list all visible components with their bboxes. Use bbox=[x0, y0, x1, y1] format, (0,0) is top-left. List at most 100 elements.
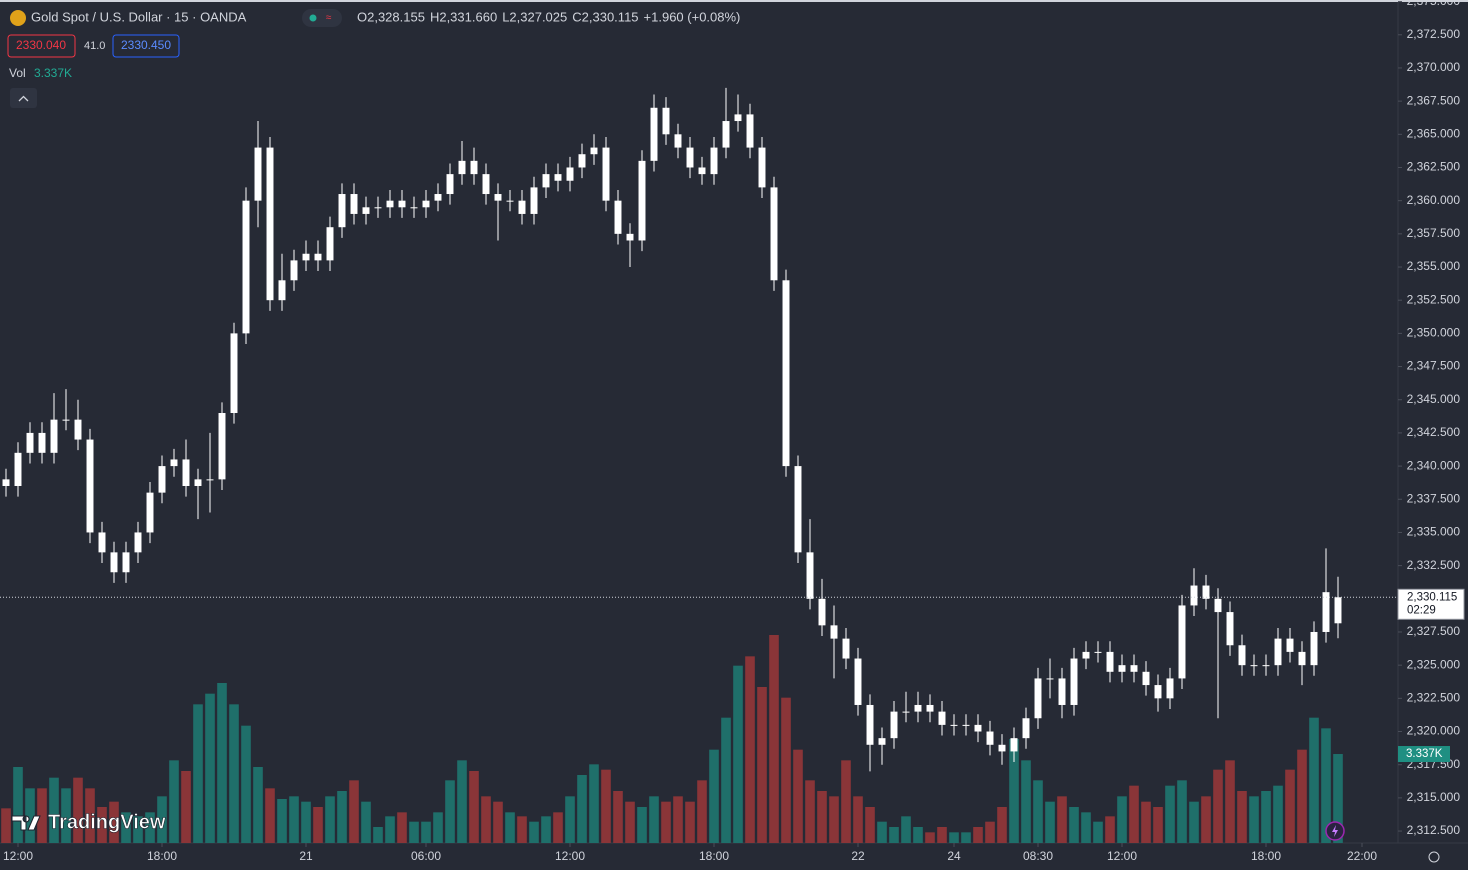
x-tick-label: 24 bbox=[947, 849, 961, 863]
volume-bar bbox=[1165, 785, 1175, 843]
last-price-label: 2,330.115 bbox=[1407, 591, 1457, 603]
y-tick-label: 2,327.500 bbox=[1407, 624, 1461, 638]
buy-button[interactable] bbox=[112, 34, 180, 58]
candle-body bbox=[386, 200, 394, 208]
candle-body bbox=[866, 704, 874, 745]
candle-body bbox=[1142, 671, 1150, 686]
y-tick-label: 2,325.000 bbox=[1407, 657, 1461, 671]
candle-body bbox=[146, 492, 154, 533]
candle-body bbox=[782, 280, 790, 467]
x-tick-label: 06:00 bbox=[411, 849, 441, 863]
candle-body bbox=[158, 466, 166, 493]
candle-body bbox=[974, 724, 982, 732]
volume-bar bbox=[1081, 812, 1091, 843]
candle-body bbox=[398, 200, 406, 208]
volume-bar bbox=[1273, 785, 1283, 843]
candle-body bbox=[1178, 605, 1186, 679]
x-tick-label: 21 bbox=[299, 849, 313, 863]
volume-bar bbox=[1225, 760, 1235, 843]
volume-bar bbox=[229, 704, 239, 843]
volume-bar bbox=[1, 808, 11, 843]
y-tick-label: 2,335.000 bbox=[1407, 525, 1461, 539]
bid-price[interactable]: 2330.040 bbox=[16, 38, 66, 52]
candle-body bbox=[1310, 631, 1318, 666]
volume-bar bbox=[793, 749, 803, 843]
settings-button[interactable] bbox=[1428, 851, 1440, 863]
candle-body bbox=[122, 552, 130, 573]
logo[interactable]: TradingView bbox=[11, 811, 166, 834]
candle-body bbox=[230, 333, 238, 414]
volume-bar bbox=[181, 771, 191, 843]
volume-bar bbox=[217, 683, 227, 843]
symbol-icon[interactable] bbox=[10, 10, 26, 26]
candle-body bbox=[1238, 645, 1246, 666]
ask-price[interactable]: 2330.450 bbox=[121, 38, 171, 52]
candle-body bbox=[1118, 665, 1126, 672]
volume-bar bbox=[493, 801, 503, 843]
volume-bar bbox=[109, 801, 119, 843]
y-tick-label: 2,340.000 bbox=[1407, 458, 1461, 472]
y-tick-label: 2,345.000 bbox=[1407, 392, 1461, 406]
y-tick-label: 2,312.500 bbox=[1407, 823, 1461, 837]
volume-bar bbox=[1201, 796, 1211, 843]
volume-bar bbox=[325, 796, 335, 843]
volume-bar bbox=[1261, 791, 1271, 843]
candle-body bbox=[1058, 678, 1066, 705]
volume-bar bbox=[253, 767, 263, 843]
volume-bar bbox=[421, 821, 431, 843]
status-icon: ≈ bbox=[326, 13, 332, 24]
x-tick-label: 18:00 bbox=[699, 849, 729, 863]
volume-bar bbox=[1213, 769, 1223, 843]
volume-bar bbox=[757, 687, 767, 843]
candle-body bbox=[362, 207, 370, 214]
volume-bar bbox=[1297, 749, 1307, 843]
countdown: 02:29 bbox=[1407, 604, 1436, 616]
volume-bar bbox=[1285, 769, 1295, 843]
volume-bar bbox=[49, 777, 59, 843]
x-tick-label: 22:00 bbox=[1347, 849, 1377, 863]
x-tick-label: 22 bbox=[851, 849, 865, 863]
y-tick-label: 2,357.500 bbox=[1407, 226, 1461, 240]
volume-bar bbox=[973, 827, 983, 843]
candle-body bbox=[806, 552, 814, 599]
volume-bar bbox=[649, 796, 659, 843]
volume-bar bbox=[805, 780, 815, 843]
candle-body bbox=[338, 194, 346, 228]
y-tick-label: 2,322.500 bbox=[1407, 691, 1461, 705]
volume-bar bbox=[769, 635, 779, 843]
volume-bar bbox=[913, 827, 923, 843]
volume-bar bbox=[1237, 791, 1247, 843]
sell-button[interactable] bbox=[7, 34, 76, 58]
candle-body bbox=[506, 200, 514, 202]
y-tick-label: 2,342.500 bbox=[1407, 425, 1461, 439]
volume-bar bbox=[673, 796, 683, 843]
symbol-title[interactable]: Gold Spot / U.S. Dollar · 15 · OANDA bbox=[31, 9, 247, 24]
collapse-button[interactable] bbox=[10, 88, 37, 108]
collapse-icon bbox=[18, 95, 29, 102]
candle-body bbox=[182, 459, 190, 486]
candle-body bbox=[1262, 665, 1270, 667]
candle-body bbox=[722, 121, 730, 148]
candle-body bbox=[746, 114, 754, 148]
volume-bar bbox=[985, 821, 995, 843]
x-tick-label: 18:00 bbox=[1251, 849, 1281, 863]
volume-bar bbox=[997, 807, 1007, 843]
volume-bar bbox=[553, 812, 563, 843]
candle-body bbox=[110, 552, 118, 573]
volume-bar bbox=[1249, 796, 1259, 843]
candle-body bbox=[830, 625, 838, 639]
volume-bar bbox=[1177, 780, 1187, 843]
volume-bar bbox=[433, 812, 443, 843]
volume-bar bbox=[121, 812, 131, 843]
y-tick-label: 2,347.500 bbox=[1407, 359, 1461, 373]
volume-bar bbox=[937, 827, 947, 843]
candle-body bbox=[62, 419, 70, 421]
candle-body bbox=[242, 200, 250, 334]
candle-body bbox=[890, 711, 898, 739]
candle-body bbox=[950, 724, 958, 726]
volume-bar bbox=[25, 788, 35, 843]
status-pill[interactable] bbox=[302, 9, 342, 27]
volume-bar bbox=[1057, 796, 1067, 843]
candle-body bbox=[902, 711, 910, 713]
